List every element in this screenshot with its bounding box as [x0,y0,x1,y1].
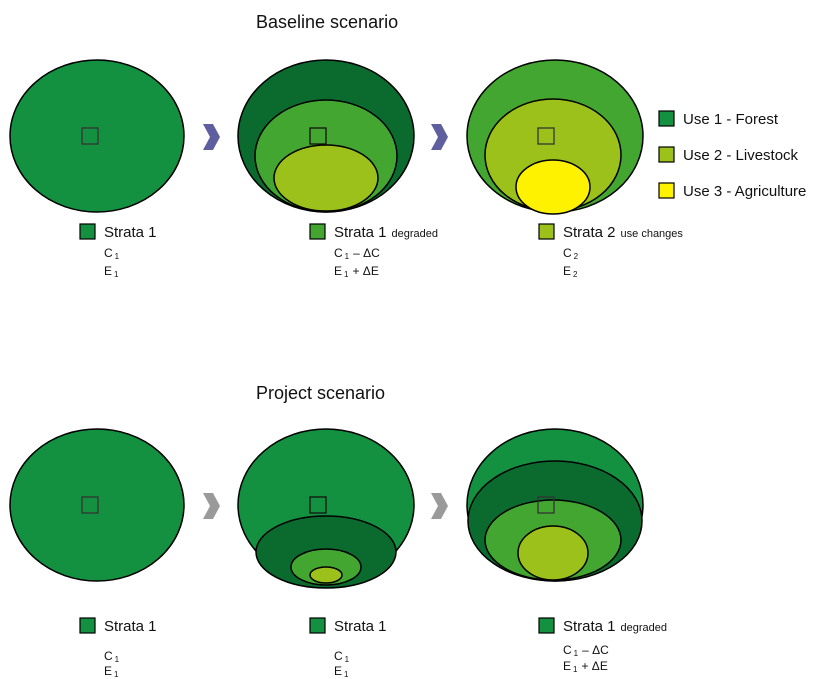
strata-swatch [79,617,96,634]
legend-label: Use 3 - Agriculture [683,183,806,200]
legend-item-livestock: Use 2 - Livestock [658,146,799,164]
project-caption-3: Strata 1 degraded C 1– ΔC E 1 + ΔE [538,617,667,674]
project-forest-ellipse [9,428,185,582]
legend-swatch [658,146,675,163]
strata-swatch [79,223,96,240]
baseline-caption-2: Strata 1 degraded C 1– ΔC E 1 + ΔE [309,223,438,279]
sample-plot-marker [309,496,327,514]
legend-label: Use 1 - Forest [683,111,779,128]
project-arrow-2 [431,493,448,519]
baseline-forest-ellipse [9,59,185,213]
legend-label: Use 2 - Livestock [683,147,799,164]
emission-symbol: E 1 + ΔE [334,264,379,279]
project-stage-1 [9,428,185,582]
strata-name: Strata 1 [334,618,387,635]
sample-plot-marker [81,496,99,514]
project-stage-3 [466,428,644,582]
sample-plot-marker [537,496,555,514]
legend-item-agriculture: Use 3 - Agriculture [658,182,806,200]
emission-symbol: E 1 + ΔE [563,659,608,674]
strata-name: Strata 1 degraded [334,224,438,241]
strata-name: Strata 1 degraded [563,618,667,635]
baseline-agriculture-ellipse [515,159,591,215]
carbon-symbol: C 1– ΔC [563,643,609,658]
baseline-stage-2 [237,59,415,213]
strata-swatch [309,223,326,240]
baseline-title: Baseline scenario [256,12,398,32]
sample-plot-marker [537,127,555,145]
baseline-livestock-ellipse [273,144,379,212]
strata-name: Strata 1 [104,224,157,241]
baseline-stage-1 [9,59,185,213]
land-use-legend: Use 1 - Forest Use 2 - Livestock Use 3 -… [658,110,806,200]
baseline-stage-3 [466,59,644,215]
strata-swatch [309,617,326,634]
legend-swatch [658,110,675,127]
strata-name: Strata 2 use changes [563,224,683,241]
legend-item-forest: Use 1 - Forest [658,110,779,128]
project-livestock-ellipse [517,525,589,581]
baseline-arrow-1 [203,124,220,150]
carbon-symbol: C 1– ΔC [334,246,380,261]
project-livestock-ellipse [309,566,343,584]
baseline-arrow-2 [431,124,448,150]
strata-swatch [538,617,555,634]
sample-plot-marker [309,127,327,145]
project-stage-2 [237,428,415,589]
project-arrow-1 [203,493,220,519]
project-title: Project scenario [256,383,385,403]
legend-swatch [658,182,675,199]
strata-name: Strata 1 [104,618,157,635]
sample-plot-marker [81,127,99,145]
strata-swatch [538,223,555,240]
